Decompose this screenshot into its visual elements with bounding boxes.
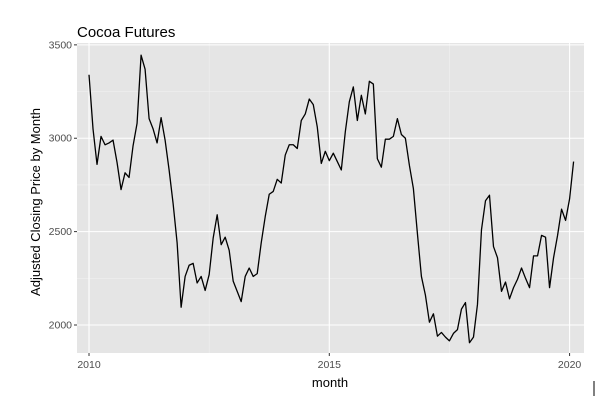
y-tick-label: 2500 [49,226,73,238]
series-line [88,54,575,344]
x-axis-ticks: 2010 2015 2020 [77,353,581,371]
chart-title: Cocoa Futures [77,24,175,41]
x-axis-title: month [312,375,348,390]
y-tick-label: 3500 [49,39,73,51]
plot-panel [77,43,584,353]
x-tick-label: 2010 [77,359,101,371]
x-tick-label: 2020 [558,359,582,371]
x-tick-label: 2015 [318,359,342,371]
y-axis-title: Adjusted Closing Price by Month [28,108,43,296]
y-tick-label: 3000 [49,133,73,145]
y-tick-label: 2000 [49,319,73,331]
major-gridlines [77,43,584,353]
y-axis-ticks: 2000 2500 3000 3500 [49,39,77,331]
minor-gridlines [77,43,584,353]
